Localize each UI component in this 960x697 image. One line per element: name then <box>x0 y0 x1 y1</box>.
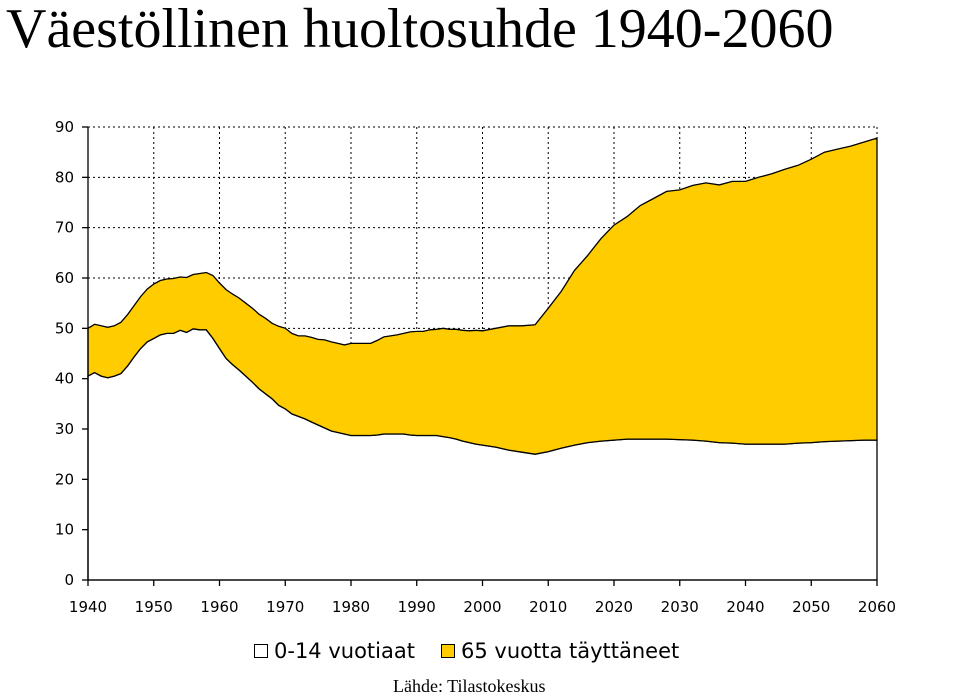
source-note: Lähde: Tilastokeskus <box>393 676 546 696</box>
x-tick-label: 1980 <box>332 598 370 616</box>
y-tick-label: 90 <box>55 118 74 136</box>
axes <box>82 126 878 586</box>
legend-swatch-0-14 <box>254 644 268 658</box>
x-tick-label: 2040 <box>726 598 764 616</box>
y-tick-label: 0 <box>64 571 74 589</box>
legend-label-65: 65 vuotta täyttäneet <box>461 639 680 663</box>
y-tick-label: 40 <box>55 370 74 388</box>
legend: 0-14 vuotiaat 65 vuotta täyttäneet <box>0 637 960 667</box>
x-tick-labels: 1940 1950 1960 1970 1980 1990 2000 2010 2020 2030… <box>69 598 896 616</box>
chart-title: Väestöllinen huoltosuhde 1940-2060 <box>6 0 834 60</box>
chart-svg: 1940 1950 1960 1970 1980 1990 2000 2010 2020 2030… <box>55 118 896 616</box>
y-tick-label: 20 <box>55 470 74 488</box>
x-tick-label: 1940 <box>69 598 107 616</box>
x-tick-label: 2010 <box>529 598 567 616</box>
x-tick-label: 2050 <box>792 598 830 616</box>
y-tick-label: 50 <box>55 319 74 337</box>
x-tick-label: 2020 <box>595 598 633 616</box>
y-tick-label: 80 <box>55 168 74 186</box>
x-tick-label: 1990 <box>398 598 436 616</box>
legend-label-0-14: 0-14 vuotiaat <box>274 639 415 663</box>
legend-item-65: 65 vuotta täyttäneet <box>441 637 679 665</box>
legend-swatch-65 <box>441 644 455 658</box>
x-tick-label: 1970 <box>266 598 304 616</box>
series-65-area <box>87 137 878 455</box>
y-tick-labels: 0 10 20 30 40 50 60 70 80 90 <box>55 118 74 589</box>
x-tick-label: 1950 <box>135 598 173 616</box>
legend-item-0-14: 0-14 vuotiaat <box>254 637 415 665</box>
y-tick-label: 60 <box>55 269 74 287</box>
plot-area <box>87 137 878 581</box>
y-tick-label: 70 <box>55 219 74 237</box>
y-tick-label: 30 <box>55 420 74 438</box>
x-tick-label: 2000 <box>463 598 501 616</box>
x-tick-label: 2060 <box>858 598 896 616</box>
x-tick-label: 2030 <box>661 598 699 616</box>
x-tick-label: 1960 <box>200 598 238 616</box>
y-tick-label: 10 <box>55 521 74 539</box>
